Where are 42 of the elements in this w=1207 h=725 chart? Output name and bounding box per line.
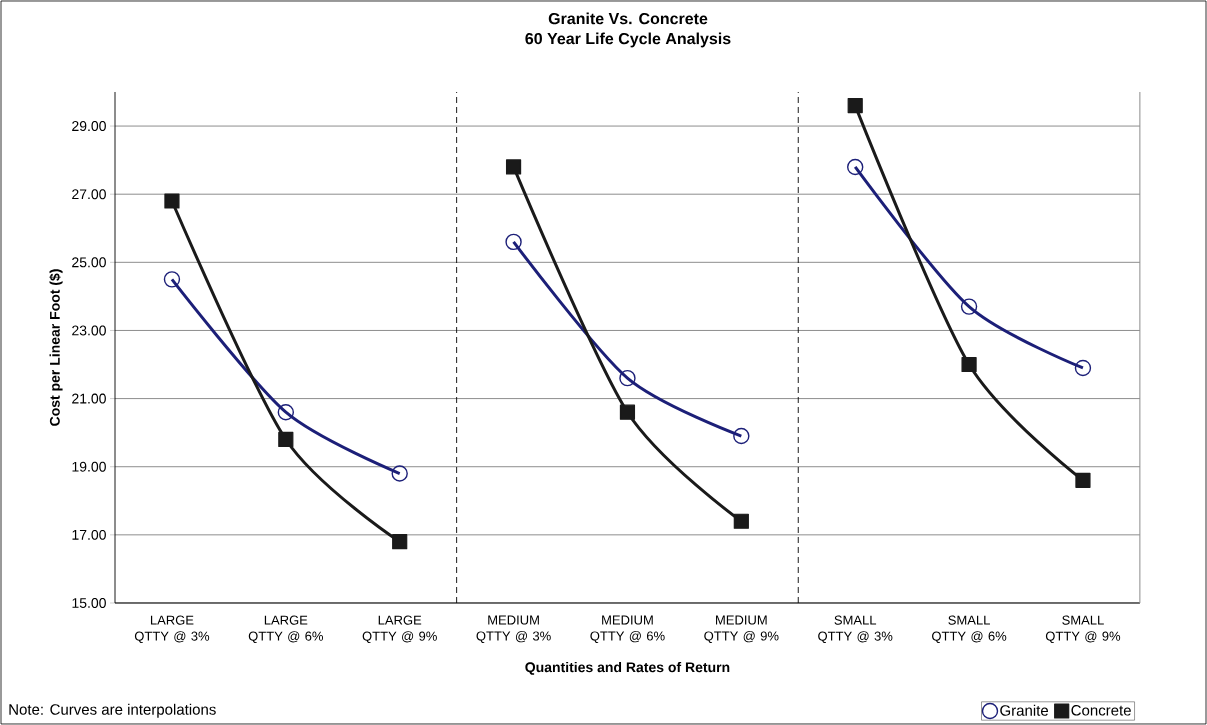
point xyxy=(960,298,978,315)
y-tick-label: 25.00 xyxy=(72,257,106,268)
point xyxy=(164,193,180,209)
chart-subtitle: 60 Year Life Cycle Analysis xyxy=(525,32,731,48)
point xyxy=(391,465,408,482)
x-tick-label: MEDIUM QTTY @ 6% xyxy=(590,615,665,643)
legend-label: Concrete xyxy=(1071,705,1131,716)
x-axis-title: Quantities and Rates of Return xyxy=(525,661,730,675)
y-tick-label: 27.00 xyxy=(72,189,106,200)
point xyxy=(619,404,636,420)
x-tick-label: SMALL QTTY @ 6% xyxy=(932,615,1007,644)
point xyxy=(505,159,522,175)
point xyxy=(847,158,864,176)
chart-title: Granite Vs. Concrete xyxy=(548,12,708,25)
y-tick-label: 21.00 xyxy=(72,393,106,404)
y-axis-title: Cost per Linear Foot ($) xyxy=(49,269,63,426)
x-tick-label: LARGE QTTY @ 3% xyxy=(134,615,210,644)
x-tick-label: LARGE QTTY @ 9% xyxy=(362,615,437,644)
y-tick-label: 29.00 xyxy=(72,121,106,132)
y-tick-label: 19.00 xyxy=(72,461,106,472)
point xyxy=(733,513,749,529)
x-tick-label: MEDIUM QTTY @ 3% xyxy=(476,615,551,643)
point xyxy=(163,271,181,288)
x-tick-label: SMALL QTTY @ 3% xyxy=(818,615,893,644)
point xyxy=(505,233,522,251)
point xyxy=(392,534,408,550)
point xyxy=(277,404,295,421)
point xyxy=(1075,472,1091,488)
y-tick-label: 23.00 xyxy=(72,325,106,336)
x-tick-label: SMALL QTTY @ 9% xyxy=(1045,615,1121,644)
y-tick-label: 15.00 xyxy=(72,598,106,608)
point xyxy=(1074,359,1092,377)
point xyxy=(733,427,750,445)
point xyxy=(847,98,863,114)
point xyxy=(961,356,977,373)
point xyxy=(619,369,636,387)
y-tick-label: 17.00 xyxy=(72,529,106,540)
x-tick-label: LARGE QTTY @ 6% xyxy=(248,615,324,644)
legend-label: Granite xyxy=(1000,704,1049,716)
x-tick-label: MEDIUM QTTY @ 9% xyxy=(704,615,779,643)
point xyxy=(278,431,294,448)
text: Note: Curves are interpolations xyxy=(9,703,216,718)
